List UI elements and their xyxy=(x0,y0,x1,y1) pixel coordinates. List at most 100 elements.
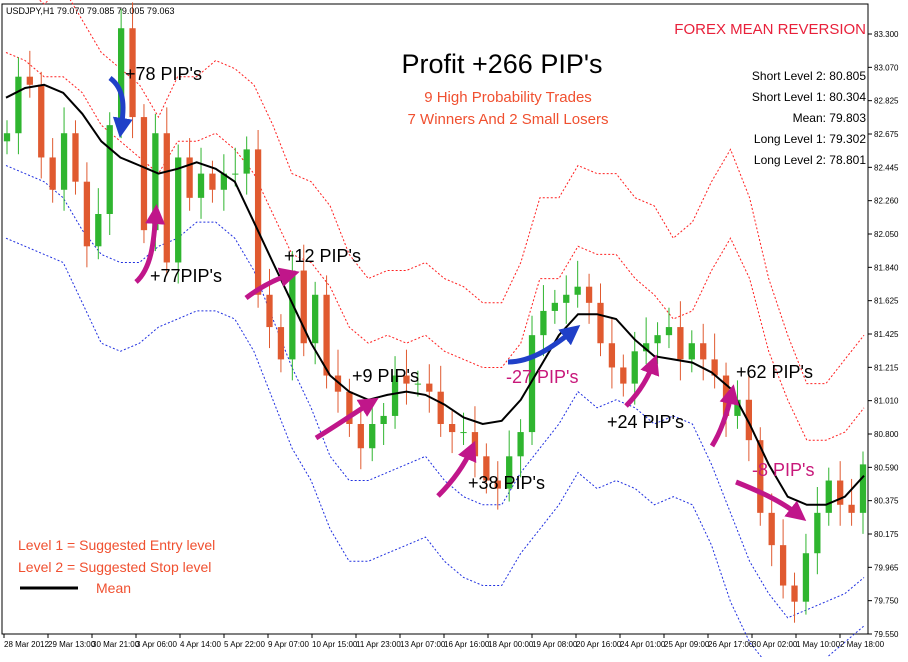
candle-body xyxy=(334,375,342,392)
x-tick-label: 26 Apr 17:00 xyxy=(708,640,754,649)
candle-body xyxy=(38,84,45,158)
candle-body xyxy=(254,149,262,295)
candle-body xyxy=(448,424,456,433)
trade-annotation: +9 PIP's xyxy=(352,366,419,386)
candles-layer xyxy=(3,2,867,623)
trade-arrow-9 xyxy=(735,479,807,521)
trade-annotation: +62 PIP's xyxy=(736,362,813,382)
candle-body xyxy=(289,270,296,360)
level-row: Short Level 2: 80.805 xyxy=(752,69,866,83)
levels-box: Short Level 2: 80.805 Short Level 1: 80.3… xyxy=(752,69,866,167)
y-tick-label: 83.070 xyxy=(874,63,899,72)
y-tick-label: 79.550 xyxy=(874,630,899,639)
candle-body xyxy=(768,512,775,546)
ticks-layer: 83.300 83.070 82.825 82.675 82.445 82.260 82.0… xyxy=(868,30,899,639)
annotations-layer: +78 PIP's +77PIP's +12 PIP's +9 PIP's +38 PI… xyxy=(125,64,814,493)
candle-body xyxy=(140,117,148,231)
candle-body xyxy=(460,432,467,434)
x-tick-label: 1 May 10:00 xyxy=(796,640,841,649)
candle-body xyxy=(49,157,56,190)
x-tick-label: 19 Apr 08:00 xyxy=(532,640,578,649)
y-tick-label: 82.050 xyxy=(874,230,899,239)
y-tick-label: 82.260 xyxy=(874,197,899,206)
y-tick-label: 82.675 xyxy=(874,130,899,139)
level-row: Long Level 1: 79.302 xyxy=(754,132,866,146)
candle-body xyxy=(380,415,387,424)
candle-body xyxy=(700,343,707,360)
legend: Level 1 = Suggested Entry level Level 2 … xyxy=(18,537,215,596)
candle-body xyxy=(163,133,170,263)
subtitle-line-1: 9 High Probability Trades xyxy=(424,89,592,106)
legend-level1: Level 1 = Suggested Entry level xyxy=(18,537,215,553)
headline: Profit +266 PIP's xyxy=(401,49,602,79)
level-row: Short Level 1: 80.304 xyxy=(752,90,866,104)
candle-body xyxy=(186,157,193,198)
candle-body xyxy=(266,294,273,328)
upper-band-1 xyxy=(5,52,865,441)
candle-body xyxy=(197,173,205,198)
candle-body xyxy=(300,270,307,344)
candle-body xyxy=(209,173,216,190)
x-tick-label: 2 May 18:00 xyxy=(840,640,885,649)
candle-body xyxy=(117,28,125,126)
candle-body xyxy=(528,335,536,433)
candle-body xyxy=(597,302,604,344)
candle-body xyxy=(426,383,433,392)
candle-body xyxy=(585,286,593,303)
x-tick-label: 24 Apr 01:00 xyxy=(620,640,666,649)
candle-body xyxy=(357,424,364,449)
y-tick-label: 80.590 xyxy=(874,463,899,472)
candle-body xyxy=(825,480,832,513)
x-tick-label: 13 Apr 07:00 xyxy=(400,640,446,649)
candle-body xyxy=(60,133,68,190)
x-tick-label: 30 Apr 02:00 xyxy=(752,640,798,649)
candle-body xyxy=(15,76,22,134)
candle-body xyxy=(837,480,844,505)
symbol-header: USDJPY,H1 79.070 79.085 79.005 79.063 xyxy=(6,6,174,16)
level-row: Long Level 2: 78.801 xyxy=(754,153,866,167)
candle-body xyxy=(551,302,558,311)
lower-band-2 xyxy=(5,237,865,662)
candle-body xyxy=(152,133,159,231)
candle-body xyxy=(106,125,113,214)
x-tick-label: 18 Apr 00:00 xyxy=(488,640,534,649)
y-tick-label: 81.010 xyxy=(874,397,899,406)
subtitle-line-2: 7 Winners And 2 Small Losers xyxy=(408,111,609,128)
candle-body xyxy=(779,545,787,586)
x-tick-label: 20 Apr 16:00 xyxy=(576,640,622,649)
candle-body xyxy=(277,327,285,360)
candle-body xyxy=(129,28,136,118)
candle-body xyxy=(312,294,319,344)
x-tick-label: 16 Apr 16:00 xyxy=(444,640,490,649)
candle-body xyxy=(665,327,673,336)
trade-arrow-2 xyxy=(134,204,166,284)
legend-level2: Level 2 = Suggested Stop level xyxy=(18,559,211,575)
mean-line xyxy=(5,83,865,506)
y-tick-label: 81.425 xyxy=(874,330,899,339)
y-tick-label: 81.840 xyxy=(874,263,899,272)
candle-body xyxy=(26,76,33,85)
y-tick-label: 83.300 xyxy=(874,30,899,39)
candle-body xyxy=(72,133,79,182)
candle-body xyxy=(745,399,753,441)
plot-area xyxy=(1,3,869,635)
candle-body xyxy=(688,343,695,360)
candle-body xyxy=(563,294,570,303)
candle-body xyxy=(757,440,764,513)
candle-body xyxy=(848,504,855,513)
candle-body xyxy=(3,133,11,142)
mean-layer xyxy=(5,83,865,506)
trade-annotation: +38 PIP's xyxy=(468,473,545,493)
candle-body xyxy=(859,464,867,513)
candle-body xyxy=(175,157,182,263)
x-tick-label: 30 Mar 21:00 xyxy=(92,640,140,649)
x-tick-label: 9 Apr 07:00 xyxy=(268,640,309,649)
x-tick-label: 25 Apr 09:00 xyxy=(664,640,710,649)
candle-body xyxy=(608,343,616,368)
y-tick-label: 81.625 xyxy=(874,297,899,306)
candle-body xyxy=(620,367,627,384)
level-row: Mean: 79.803 xyxy=(793,111,867,125)
candle-body xyxy=(232,173,239,175)
bands-layer xyxy=(5,0,865,662)
